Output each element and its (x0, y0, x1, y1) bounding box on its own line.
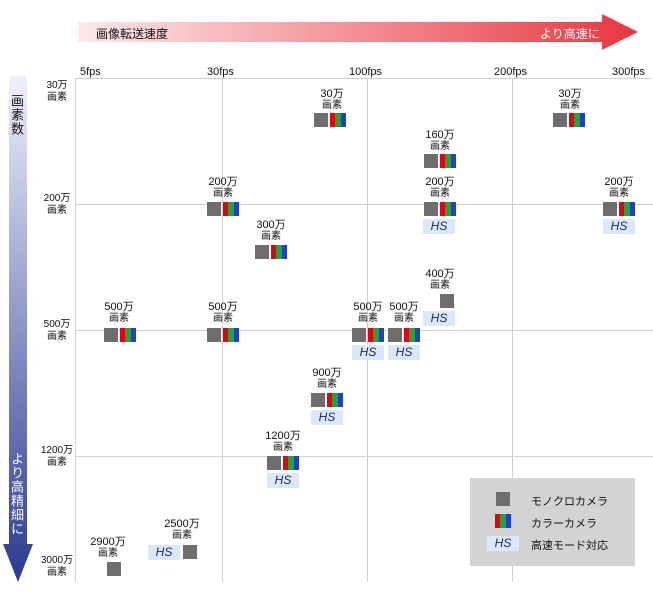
color-camera-icon (619, 202, 635, 216)
mono-camera-icon (107, 562, 121, 576)
mono-camera-icon (255, 245, 269, 259)
camera-label: 400万 画素 (425, 268, 455, 291)
camera-label: 200万 画素 (208, 176, 238, 199)
legend-color-label: カラーカメラ (531, 518, 597, 530)
hs-badge: HS (267, 473, 299, 488)
hs-badge: HS (311, 410, 343, 425)
color-camera-icon (327, 393, 343, 407)
camera-label: 160万 画素 (425, 129, 455, 152)
speed-axis-label: 画像転送速度 (96, 27, 169, 41)
resolution-arrow (3, 76, 33, 582)
legend-mono-icon (496, 492, 510, 506)
color-camera-icon (569, 113, 585, 127)
fps-label: 5fps (80, 66, 101, 78)
legend-color-icon (495, 514, 511, 528)
pixel-label: 200万 画素 (43, 193, 71, 216)
mono-camera-icon (424, 154, 438, 168)
color-camera-icon (330, 113, 346, 127)
mono-camera-icon (314, 113, 328, 127)
fps-label: 100fps (349, 66, 383, 78)
camera-label: 2500万 画素 (164, 518, 200, 541)
camera-label: 30万 画素 (320, 88, 344, 111)
pixel-label: 30万 画素 (46, 80, 68, 103)
color-camera-icon (223, 202, 239, 216)
fps-label: 30fps (207, 66, 234, 78)
color-camera-icon (440, 202, 456, 216)
color-camera-icon (223, 328, 239, 342)
gridline-horizontal (75, 204, 653, 205)
legend-hs-badge: HS (487, 536, 519, 551)
color-camera-icon (404, 328, 420, 342)
camera-label: 1200万 画素 (265, 430, 301, 453)
hs-badge: HS (423, 311, 455, 326)
mono-camera-icon (352, 328, 366, 342)
fps-label: 300fps (612, 66, 646, 78)
camera-label: 500万 画素 (208, 301, 238, 324)
hs-badge: HS (423, 219, 455, 234)
hs-badge: HS (352, 345, 384, 360)
hs-badge: HS (388, 345, 420, 360)
camera-label: 200万 画素 (604, 176, 634, 199)
mono-camera-icon (553, 113, 567, 127)
mono-camera-icon (207, 328, 221, 342)
camera-label: 200万 画素 (425, 176, 455, 199)
pixel-label: 500万 画素 (43, 319, 71, 342)
gridline-horizontal (75, 456, 653, 457)
hs-badge: HS (148, 545, 180, 560)
fps-label: 200fps (494, 66, 528, 78)
mono-camera-icon (388, 328, 402, 342)
mono-camera-icon (207, 202, 221, 216)
mono-camera-icon (104, 328, 118, 342)
mono-camera-icon (424, 202, 438, 216)
camera-label: 900万 画素 (312, 367, 342, 390)
color-camera-icon (271, 245, 287, 259)
color-camera-icon (368, 328, 384, 342)
mono-camera-icon (267, 456, 281, 470)
legend-hs-label: 高速モード対応 (531, 540, 608, 552)
speed-arrow (78, 14, 638, 50)
camera-label: 2900万 画素 (90, 536, 126, 559)
pixel-label: 3000万 画素 (40, 555, 74, 578)
mono-camera-icon (440, 294, 454, 308)
camera-label: 300万 画素 (256, 219, 286, 242)
color-camera-icon (440, 154, 456, 168)
speed-direction-label: より高速に (540, 27, 600, 41)
color-camera-icon (283, 456, 299, 470)
resolution-axis-label: 画素数 (9, 94, 24, 136)
hs-badge: HS (603, 219, 635, 234)
color-camera-icon (120, 328, 136, 342)
pixel-label: 1200万 画素 (40, 445, 74, 468)
mono-camera-icon (183, 545, 197, 559)
mono-camera-icon (603, 202, 617, 216)
camera-label: 500万 画素 (104, 301, 134, 324)
camera-label: 500万 画素 (353, 301, 383, 324)
legend-mono-label: モノクロカメラ (531, 496, 608, 508)
camera-label: 500万 画素 (389, 301, 419, 324)
mono-camera-icon (311, 393, 325, 407)
resolution-direction-label: より高精細に (9, 452, 24, 536)
camera-label: 30万 画素 (558, 88, 582, 111)
